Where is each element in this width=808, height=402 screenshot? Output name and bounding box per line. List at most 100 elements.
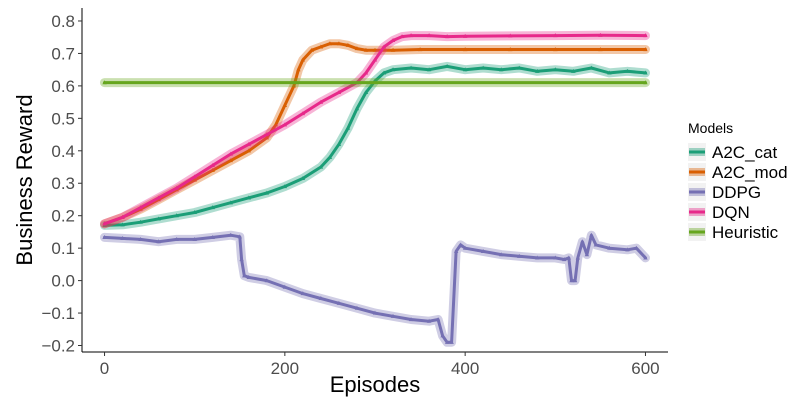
legend-item-a2c-mod: A2C_mod [688, 163, 788, 182]
data-point [399, 34, 405, 39]
data-point [372, 310, 378, 315]
legend-item-heuristic: Heuristic [688, 223, 779, 242]
data-point [318, 99, 324, 104]
data-point [372, 47, 378, 52]
data-point [246, 148, 251, 153]
data-point [228, 151, 233, 156]
data-point [553, 33, 558, 38]
data-point [562, 257, 567, 262]
series-heuristic [100, 78, 650, 88]
data-point [381, 70, 387, 75]
data-point [390, 313, 396, 318]
data-point [192, 177, 197, 182]
data-point [300, 111, 306, 116]
data-point [408, 33, 414, 38]
data-point [102, 80, 107, 85]
series-a2c-cat [100, 61, 650, 230]
data-point [156, 216, 161, 221]
data-point [381, 44, 387, 49]
data-point [264, 190, 270, 195]
data-point [643, 80, 648, 85]
data-point [643, 70, 648, 75]
data-point [327, 41, 333, 46]
legend-item-dqn: DQN [688, 203, 750, 222]
data-point [426, 33, 432, 38]
data-point [318, 296, 324, 301]
series-ddpg [100, 230, 650, 347]
data-point [264, 132, 270, 137]
data-point [336, 141, 342, 146]
data-point [138, 219, 143, 224]
y-tick-label: 0.4 [51, 142, 75, 161]
data-point [444, 64, 450, 69]
legend-label: A2C_mod [712, 163, 788, 182]
data-point [336, 89, 342, 94]
data-point [593, 242, 599, 247]
data-point [120, 236, 125, 241]
data-point [228, 158, 233, 163]
data-point [580, 239, 585, 244]
series-line-a2c-cat [103, 64, 647, 227]
data-point [210, 205, 215, 210]
data-point [242, 273, 247, 278]
data-point [327, 154, 333, 159]
data-point [174, 236, 179, 241]
data-point [363, 89, 369, 94]
data-point [480, 248, 486, 253]
x-tick-label: 400 [451, 359, 479, 378]
series-line-a2c-mod [103, 42, 647, 226]
x-tick-label: 200 [271, 359, 299, 378]
data-point [517, 253, 522, 258]
data-point [246, 274, 251, 279]
x-tick-label: 0 [100, 359, 109, 378]
data-point [598, 32, 603, 37]
data-point [440, 333, 445, 338]
y-tick-label: 0.3 [51, 174, 75, 193]
data-point [607, 245, 612, 250]
data-point [336, 300, 342, 305]
y-tick-label: 0.1 [51, 239, 75, 258]
data-point [210, 167, 215, 172]
data-point [345, 125, 351, 130]
data-point [300, 57, 306, 62]
data-point [210, 162, 215, 167]
data-point [390, 47, 396, 52]
y-tick-label: −0.2 [41, 337, 75, 356]
y-tick-label: 0.7 [51, 44, 75, 63]
data-point [264, 278, 270, 283]
data-point [625, 68, 630, 73]
data-point [156, 239, 161, 244]
series-line-dqn [103, 33, 647, 226]
series-band-a2c-cat [100, 61, 650, 230]
data-point [354, 46, 360, 51]
legend-item-ddpg: DDPG [688, 183, 761, 202]
series-dqn [100, 30, 650, 229]
data-point [363, 47, 369, 52]
data-point [156, 195, 161, 200]
data-point [318, 164, 324, 169]
data-point [643, 47, 648, 52]
y-tick-label: 0.0 [51, 272, 75, 291]
data-point [435, 317, 441, 322]
data-point [453, 248, 459, 253]
data-point [228, 232, 233, 237]
data-point [138, 205, 143, 210]
data-point [426, 67, 432, 72]
data-point [246, 141, 251, 146]
y-tick-label: 0.5 [51, 109, 75, 128]
data-point [449, 339, 454, 344]
data-point [589, 65, 594, 70]
data-point [643, 33, 648, 38]
legend-label: DDPG [712, 183, 761, 202]
data-point [553, 255, 558, 260]
legend-title: Models [688, 120, 733, 136]
data-point [246, 195, 251, 200]
data-point [625, 247, 630, 252]
data-point [264, 135, 270, 140]
data-point [174, 185, 179, 190]
legend-label: A2C_cat [712, 143, 777, 162]
data-point [553, 47, 558, 52]
legend-label: DQN [712, 203, 750, 222]
y-axis-ticks: −0.2 −0.1 0.0 0.1 0.2 0.3 0.4 0.5 0.6 0.7 0.8 [41, 12, 82, 356]
